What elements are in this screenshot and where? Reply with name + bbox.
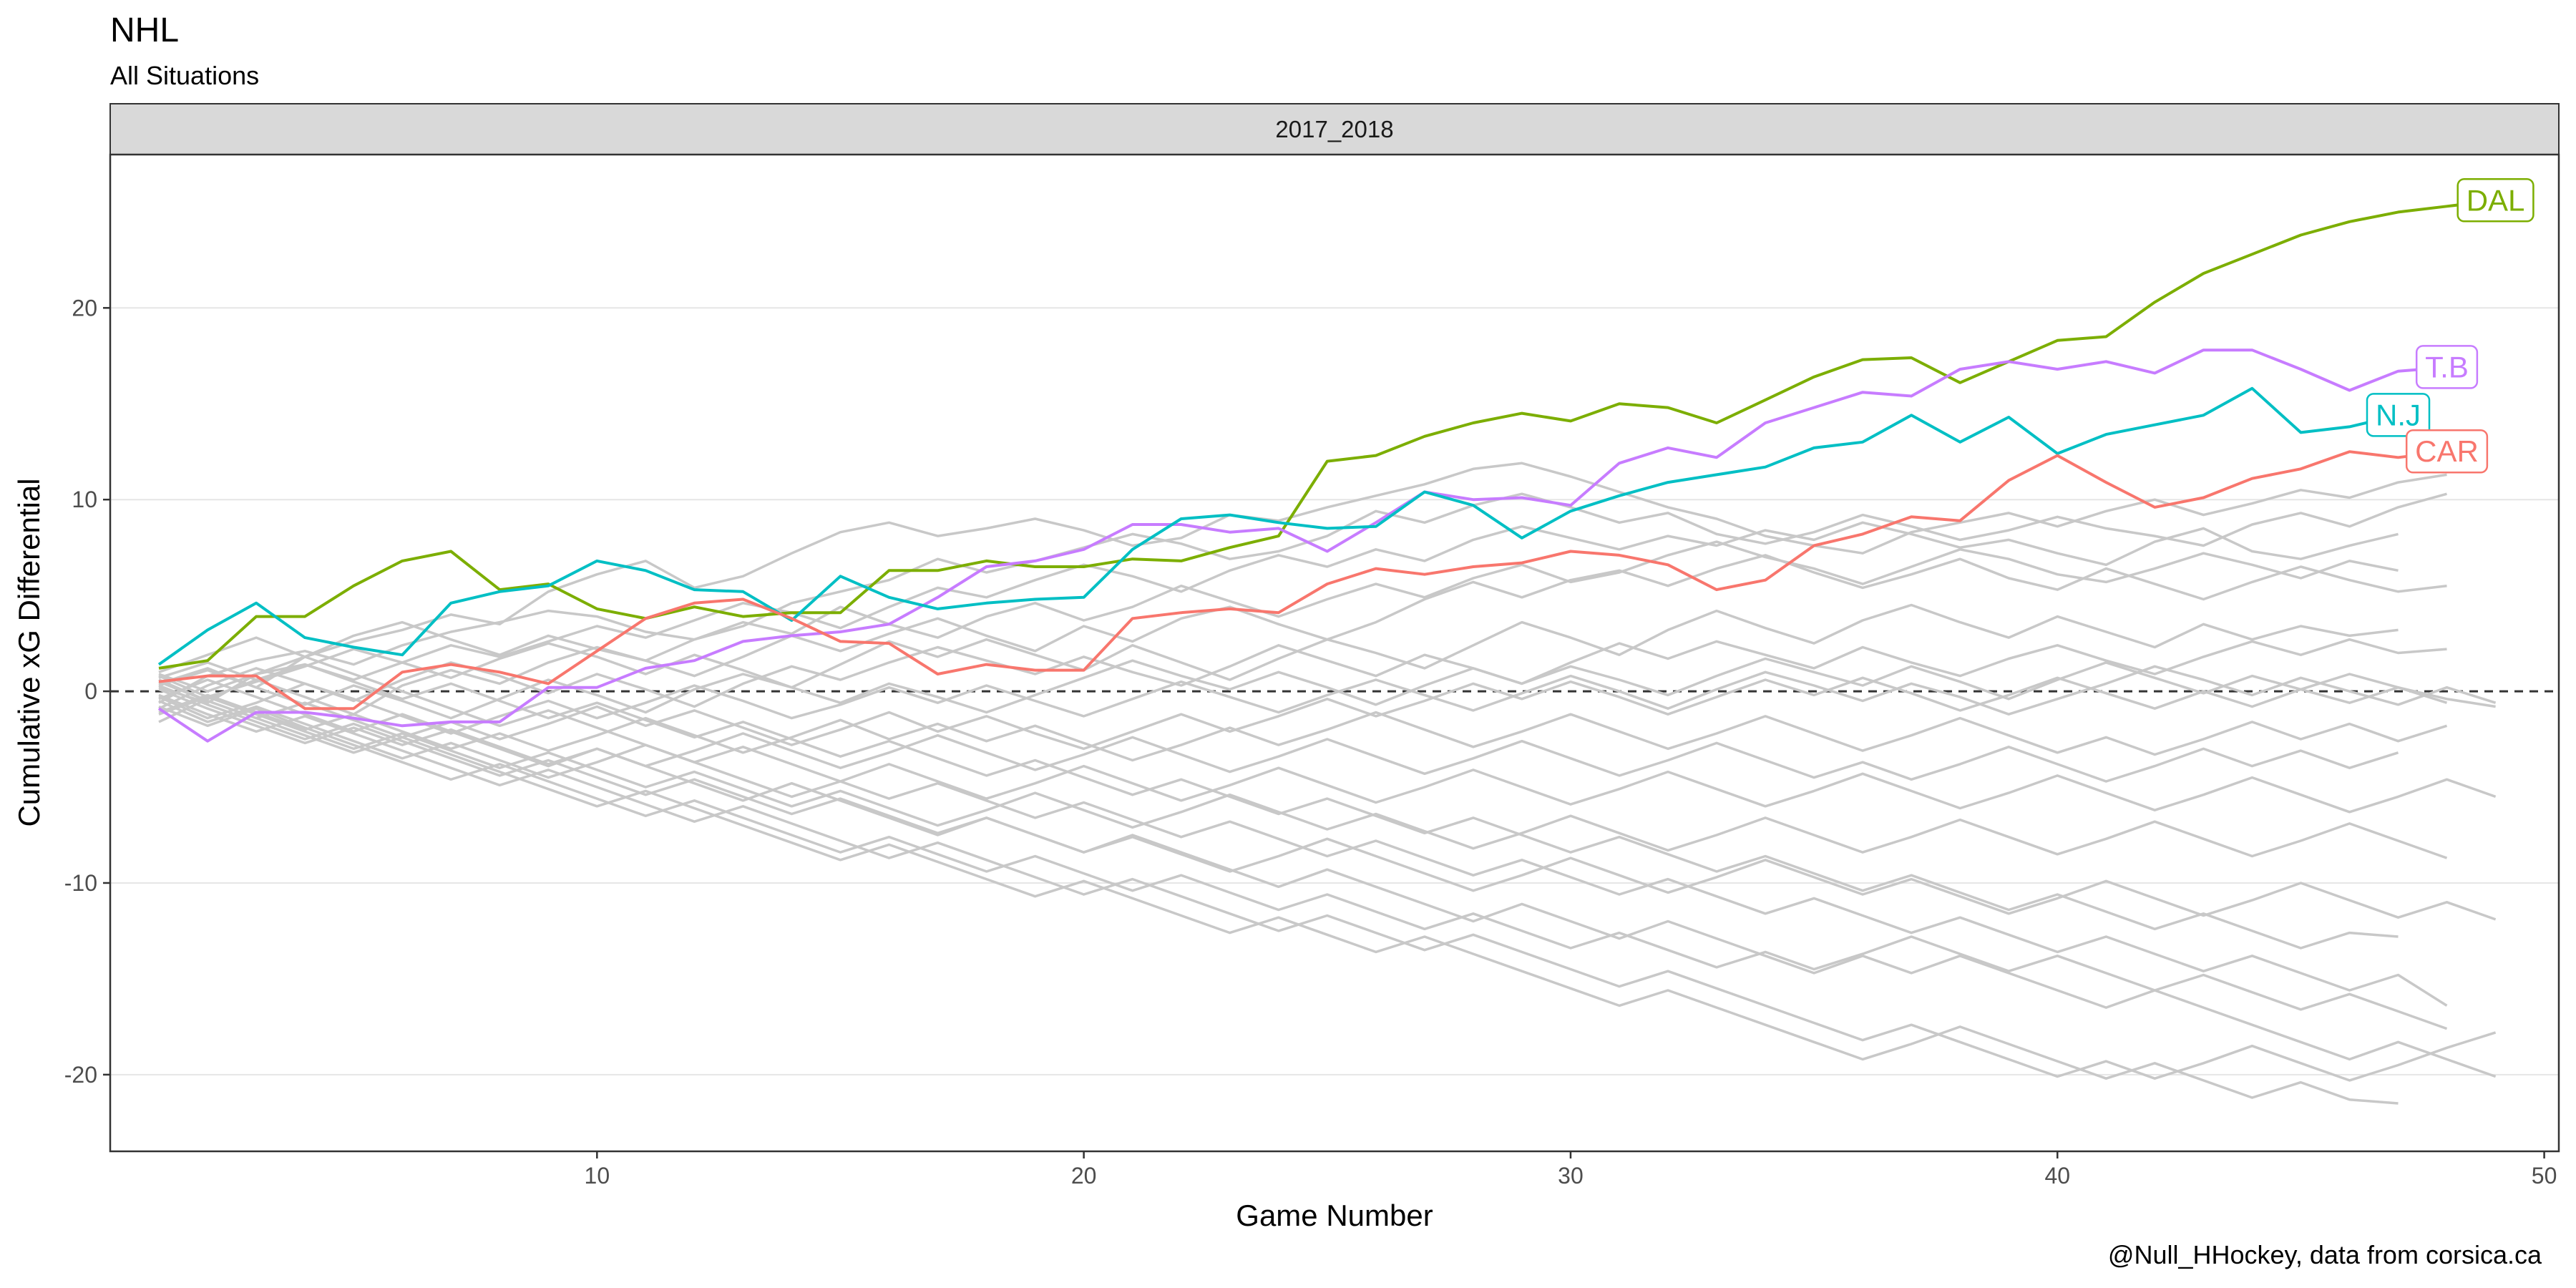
y-tick-label: 10 bbox=[72, 487, 97, 512]
team-label-text-n-j: N.J bbox=[2376, 398, 2421, 431]
background-series-line-9 bbox=[158, 665, 2497, 735]
background-series-line-2 bbox=[158, 492, 2447, 704]
chart-caption: @Null_HHockey, data from corsica.ca bbox=[2108, 1240, 2542, 1269]
y-tick-label: 20 bbox=[72, 295, 97, 321]
background-series-line-8 bbox=[158, 657, 2496, 720]
series-line-n-j bbox=[157, 386, 2399, 666]
background-series-line-10 bbox=[158, 673, 2448, 751]
background-series-line-17 bbox=[158, 680, 2399, 1105]
plot-panel-border bbox=[109, 153, 2560, 1153]
team-label-text-car: CAR bbox=[2415, 434, 2479, 468]
gridlines bbox=[110, 307, 2559, 1075]
x-tick-label: 20 bbox=[1071, 1163, 1097, 1189]
x-tick-label: 50 bbox=[2532, 1163, 2557, 1189]
y-axis-title: Cumulative xG Differential bbox=[12, 478, 46, 826]
team-label-text-dal: DAL bbox=[2467, 183, 2525, 217]
background-series-line-19 bbox=[158, 655, 2448, 1007]
team-label-box-dal bbox=[2457, 178, 2534, 223]
background-series-line-15 bbox=[158, 684, 2497, 921]
x-axis-title: Game Number bbox=[1236, 1199, 1433, 1232]
chart-title: NHL bbox=[110, 11, 179, 49]
y-axis: -20 -10 0 10 20 bbox=[64, 295, 110, 1088]
team-label-box-t-b bbox=[2415, 345, 2479, 389]
background-series-line-5 bbox=[158, 554, 2447, 723]
y-tick-label: 0 bbox=[84, 678, 97, 704]
team-label-box-n-j bbox=[2366, 393, 2431, 437]
team-label-n-j: N.J bbox=[2366, 393, 2431, 437]
x-tick-label: 40 bbox=[2044, 1163, 2070, 1189]
background-series bbox=[158, 462, 2497, 1105]
x-tick-label: 30 bbox=[1558, 1163, 1584, 1189]
background-series-line-7 bbox=[158, 638, 2447, 710]
background-series-line-14 bbox=[158, 696, 2448, 859]
background-series-line-11 bbox=[158, 693, 2448, 762]
team-label-car: CAR bbox=[2405, 429, 2489, 474]
background-series-line-20 bbox=[158, 678, 2497, 1078]
background-series-line-3 bbox=[158, 521, 2399, 704]
team-label-text-t-b: T.B bbox=[2425, 350, 2469, 384]
y-tick-label: -20 bbox=[64, 1062, 97, 1088]
team-label-box-car bbox=[2405, 429, 2489, 474]
background-series-line-16 bbox=[158, 705, 2448, 1030]
team-label-t-b: T.B bbox=[2415, 345, 2479, 389]
chart-subtitle: All Situations bbox=[110, 61, 259, 90]
series-line-dal bbox=[158, 199, 2496, 670]
background-series-line-6 bbox=[158, 603, 2399, 698]
x-axis: 10 20 30 40 50 bbox=[585, 1151, 2557, 1189]
background-series-line-4 bbox=[158, 540, 2399, 673]
background-series-line-18 bbox=[158, 693, 2497, 1082]
highlighted-series bbox=[157, 199, 2496, 743]
facet-strip bbox=[109, 103, 2560, 155]
background-series-line-21 bbox=[158, 661, 2399, 950]
series-line-t-b bbox=[157, 348, 2447, 743]
y-tick-label: -10 bbox=[64, 870, 97, 896]
background-series-line-1 bbox=[158, 462, 2447, 689]
team-label-dal: DAL bbox=[2457, 178, 2534, 223]
background-series-line-13 bbox=[158, 699, 2497, 814]
series-line-car bbox=[158, 450, 2447, 711]
x-tick-label: 10 bbox=[585, 1163, 610, 1189]
facet-strip-label: 2017_2018 bbox=[1275, 116, 1393, 142]
